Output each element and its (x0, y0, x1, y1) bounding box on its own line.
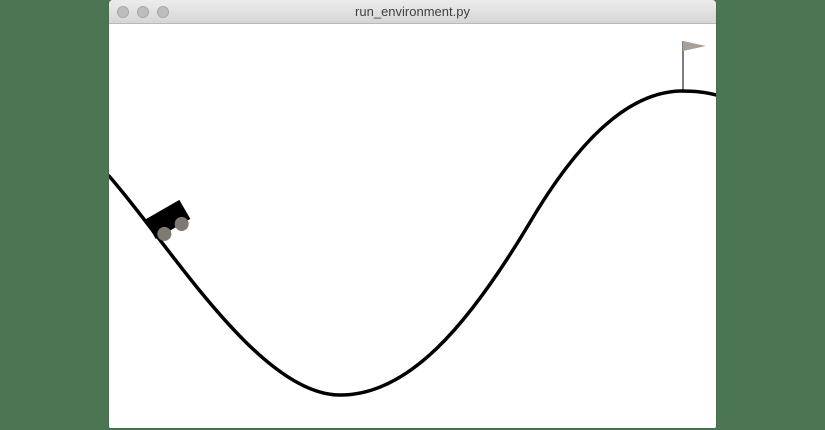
app-window: run_environment.py (109, 0, 716, 428)
window-title: run_environment.py (355, 4, 470, 19)
goal-flag-icon (682, 41, 706, 91)
zoom-button[interactable] (157, 6, 169, 18)
title-bar[interactable]: run_environment.py (109, 0, 716, 24)
car-rear-wheel (157, 226, 172, 241)
environment-scene (109, 41, 716, 397)
car-icon (144, 199, 191, 241)
close-button[interactable] (117, 6, 129, 18)
window-controls (117, 6, 169, 18)
minimize-button[interactable] (137, 6, 149, 18)
flag-cloth (683, 41, 706, 51)
render-canvas[interactable] (109, 24, 716, 428)
car-front-wheel (174, 216, 189, 231)
car-body (144, 199, 191, 239)
mountain-track (109, 89, 716, 397)
